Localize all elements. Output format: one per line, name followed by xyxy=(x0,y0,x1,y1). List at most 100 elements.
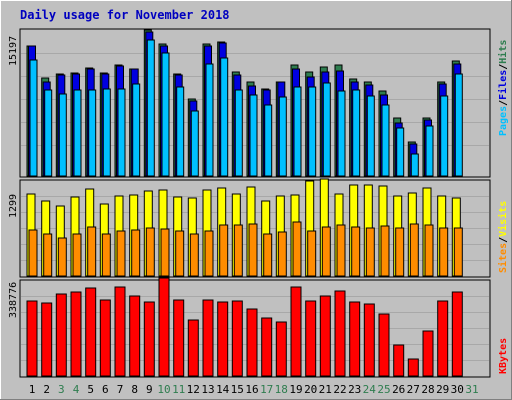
day-label-20: 20 xyxy=(304,383,317,396)
bar-pages-day-16 xyxy=(249,94,258,177)
bar-sites-day-19 xyxy=(292,221,302,277)
bar-kbytes-day-27 xyxy=(407,358,419,377)
legend-files: Files xyxy=(497,70,509,100)
bar-pages-day-18 xyxy=(278,96,287,177)
bar-pages-day-10 xyxy=(161,52,170,177)
bar-sites-day-7 xyxy=(116,230,126,277)
bar-sites-day-5 xyxy=(87,226,97,277)
bar-sites-day-10 xyxy=(160,228,170,277)
bar-kbytes-day-19 xyxy=(290,286,302,377)
legend-visits: Visits xyxy=(497,201,509,237)
bar-kbytes-day-17 xyxy=(261,317,273,377)
bar-kbytes-day-24 xyxy=(363,303,375,377)
day-label-13: 13 xyxy=(201,383,214,396)
day-label-21: 21 xyxy=(319,383,332,396)
bar-pages-day-9 xyxy=(146,39,155,177)
bar-pages-day-26 xyxy=(396,127,405,177)
bar-pages-day-8 xyxy=(132,83,141,177)
bar-sites-day-14 xyxy=(219,224,229,277)
bars xyxy=(26,29,463,377)
bar-sites-day-18 xyxy=(277,231,287,277)
bar-kbytes-day-21 xyxy=(319,295,331,377)
bar-sites-day-28 xyxy=(424,224,434,277)
day-label-14: 14 xyxy=(216,383,230,396)
bar-pages-day-24 xyxy=(366,95,375,177)
bar-sites-day-17 xyxy=(263,233,273,277)
bar-kbytes-day-12 xyxy=(187,319,199,377)
legend-kbytes: KBytes xyxy=(498,338,509,374)
bar-sites-day-1 xyxy=(28,229,38,277)
bar-pages-day-19 xyxy=(293,86,302,177)
day-label-3: 3 xyxy=(58,383,65,396)
bar-kbytes-day-3 xyxy=(55,293,67,377)
bar-sites-day-11 xyxy=(175,230,185,277)
bar-pages-day-20 xyxy=(308,86,317,177)
day-label-30: 30 xyxy=(451,383,464,396)
bar-sites-day-6 xyxy=(101,233,111,277)
bar-pages-day-29 xyxy=(440,95,449,177)
bar-sites-day-24 xyxy=(365,227,375,277)
bar-sites-day-15 xyxy=(233,224,243,277)
bar-kbytes-day-15 xyxy=(231,300,243,377)
bar-kbytes-day-1 xyxy=(26,300,38,377)
day-label-1: 1 xyxy=(29,383,36,396)
bar-sites-day-25 xyxy=(380,225,390,277)
bar-sites-day-23 xyxy=(351,226,361,277)
bar-sites-day-4 xyxy=(72,233,82,277)
bar-kbytes-day-22 xyxy=(334,290,346,377)
bar-kbytes-day-4 xyxy=(70,291,82,377)
legend-slash-1: / xyxy=(498,100,509,106)
bar-pages-day-13 xyxy=(205,63,214,177)
ymax-label-hits: 15197 xyxy=(8,36,19,66)
day-label-9: 9 xyxy=(146,383,153,396)
legend-slash-3: / xyxy=(498,237,509,243)
bar-kbytes-day-11 xyxy=(173,299,185,377)
bar-kbytes-day-10 xyxy=(158,277,170,377)
bar-kbytes-day-23 xyxy=(349,301,361,377)
bar-pages-day-7 xyxy=(117,88,126,177)
bar-sites-day-22 xyxy=(336,224,346,277)
bar-kbytes-day-6 xyxy=(99,299,111,377)
ymax-label-kbytes: 338776 xyxy=(8,282,19,318)
day-label-11: 11 xyxy=(172,383,185,396)
bar-pages-day-6 xyxy=(102,88,111,177)
bar-pages-day-3 xyxy=(58,93,67,177)
bar-sites-day-8 xyxy=(131,229,141,277)
bar-pages-day-12 xyxy=(190,110,199,177)
day-label-4: 4 xyxy=(73,383,80,396)
bar-sites-day-12 xyxy=(189,233,199,277)
bar-kbytes-day-29 xyxy=(437,300,449,377)
day-label-22: 22 xyxy=(333,383,346,396)
day-label-15: 15 xyxy=(231,383,244,396)
day-label-17: 17 xyxy=(260,383,273,396)
bar-kbytes-day-16 xyxy=(246,308,258,377)
bar-pages-day-2 xyxy=(44,89,53,177)
bar-sites-day-2 xyxy=(43,233,53,277)
bar-pages-day-11 xyxy=(176,86,185,177)
day-label-24: 24 xyxy=(363,383,377,396)
day-label-26: 26 xyxy=(392,383,405,396)
day-label-2: 2 xyxy=(43,383,50,396)
bar-sites-day-26 xyxy=(395,227,405,277)
ymax-label-visits: 1299 xyxy=(8,194,19,218)
bar-sites-day-3 xyxy=(57,237,67,277)
day-label-31: 31 xyxy=(465,383,478,396)
bar-pages-day-21 xyxy=(322,82,331,177)
day-label-18: 18 xyxy=(275,383,288,396)
bar-kbytes-day-30 xyxy=(451,291,463,377)
bar-kbytes-day-26 xyxy=(393,344,405,377)
bar-pages-day-23 xyxy=(352,89,361,177)
legend-sites-visits: Sites/Visits xyxy=(497,201,509,273)
day-label-6: 6 xyxy=(102,383,109,396)
day-labels: 1 2 3 4 5 6 7 8 9 10 11 12 13 14 15 16 17 18 19 20 21 22 23 24 2… xyxy=(29,383,479,396)
day-label-5: 5 xyxy=(87,383,94,396)
day-label-25: 25 xyxy=(377,383,390,396)
bar-pages-day-5 xyxy=(88,89,97,177)
bar-pages-day-27 xyxy=(410,153,419,177)
bar-sites-day-21 xyxy=(321,226,331,277)
bar-kbytes-day-18 xyxy=(275,321,287,377)
bar-sites-day-16 xyxy=(248,223,258,277)
bar-kbytes-day-8 xyxy=(129,295,141,377)
legend-slash-2: / xyxy=(498,64,509,70)
bar-kbytes-day-14 xyxy=(217,301,229,377)
